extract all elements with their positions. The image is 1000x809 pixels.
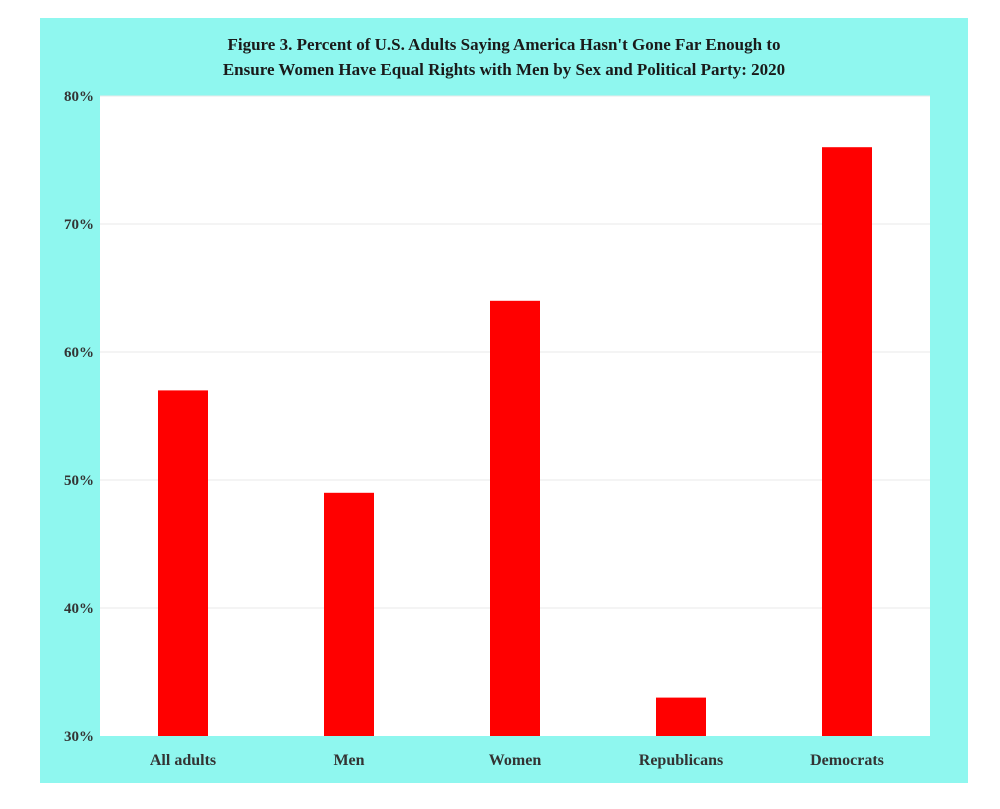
y-axis-tick-labels: 30% 40% 50% 60% 70% 80% (64, 89, 94, 745)
x-category-label: Women (489, 752, 542, 769)
chart-title-line-2: Ensure Women Have Equal Rights with Men … (222, 60, 786, 79)
bar-all-adults (158, 390, 208, 736)
x-axis-category-labels: All adults Men Women Republicans Democrats (150, 752, 884, 769)
bar-men (324, 492, 374, 736)
bar-women (490, 300, 540, 736)
x-category-label: Republicans (639, 752, 723, 769)
x-category-label: Men (333, 752, 364, 769)
y-tick-label: 50% (64, 473, 94, 489)
x-category-label: Democrats (810, 752, 884, 769)
chart-title: Figure 3. Percent of U.S. Adults Saying … (40, 32, 968, 82)
bar-democrats (822, 147, 872, 736)
y-tick-label: 80% (64, 89, 94, 105)
y-tick-label: 60% (64, 345, 94, 361)
bar-republicans (656, 697, 706, 736)
chart-title-line-1: Figure 3. Percent of U.S. Adults Saying … (227, 35, 781, 54)
y-tick-label: 70% (64, 217, 94, 233)
y-tick-label: 40% (64, 601, 94, 617)
y-tick-label: 30% (64, 729, 94, 745)
x-category-label: All adults (150, 752, 216, 769)
bars (158, 147, 872, 736)
